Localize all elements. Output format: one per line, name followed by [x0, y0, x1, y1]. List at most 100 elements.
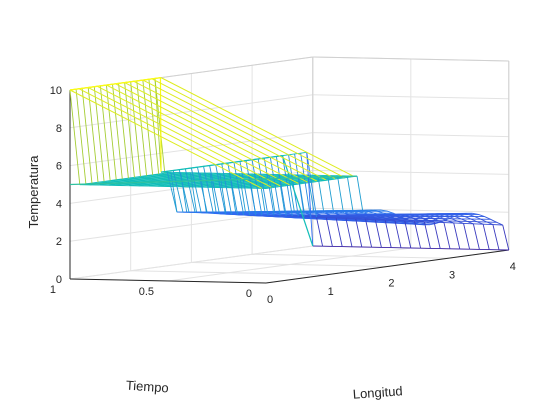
z-tick-label: 4 — [56, 198, 62, 210]
mesh-line — [282, 154, 289, 157]
mesh-line — [257, 158, 269, 216]
y-tick-label: 0 — [246, 288, 252, 300]
mesh-line — [81, 88, 93, 184]
initial-profile-line — [191, 163, 222, 169]
curtain-base — [69, 175, 358, 186]
mesh-line — [69, 89, 81, 185]
mesh-line — [356, 176, 364, 214]
curtain-line — [115, 83, 308, 183]
mesh-line — [221, 163, 232, 215]
mesh-line — [345, 218, 353, 247]
x-tick-label: 2 — [388, 278, 394, 290]
initial-profile-line — [252, 155, 283, 161]
mesh-line — [365, 219, 373, 248]
z-tick-label: 10 — [50, 85, 62, 97]
mesh-line — [110, 179, 117, 182]
mesh-line — [122, 177, 129, 180]
mesh-line — [306, 152, 314, 247]
mesh-line — [288, 153, 295, 156]
mesh-line — [134, 176, 141, 178]
mesh-line — [209, 173, 217, 213]
back-wall-grid-z — [69, 245, 313, 280]
mesh-line — [263, 158, 275, 216]
initial-profile-line — [160, 167, 192, 173]
z-tick-label: 8 — [56, 123, 62, 135]
mesh-line — [178, 169, 190, 213]
curtain-line — [124, 82, 317, 182]
mesh-line — [142, 80, 154, 175]
mesh-line — [463, 223, 471, 250]
mesh-line — [258, 174, 266, 213]
mesh-line — [306, 152, 317, 218]
z-tick-label: 2 — [56, 236, 62, 248]
mesh-line — [239, 161, 251, 216]
mesh-line — [172, 170, 184, 213]
mesh-line — [197, 167, 208, 214]
z-axis-label: Temperatura — [26, 155, 41, 229]
x-tick-label: 3 — [449, 269, 455, 281]
curtain-line — [87, 87, 281, 187]
mesh-line — [112, 84, 123, 179]
mesh-line — [166, 171, 178, 213]
mesh-line — [93, 86, 105, 182]
y-tick-label: 0.5 — [139, 286, 154, 298]
curtain-line — [142, 79, 336, 179]
mesh-line — [300, 153, 311, 218]
mesh-line — [423, 221, 431, 249]
side-wall-grid-z — [312, 94, 509, 100]
mesh-line — [233, 162, 245, 215]
mesh-line — [75, 89, 87, 184]
curtain-line — [78, 88, 272, 188]
curtain-line — [151, 78, 345, 178]
mesh-line — [136, 80, 148, 176]
mesh-line — [104, 180, 111, 182]
mesh-line — [190, 167, 202, 213]
z-tick-label: 0 — [56, 274, 62, 286]
back-wall-grid-z — [69, 132, 313, 167]
side-wall-grid-z — [312, 132, 509, 138]
mesh-line — [335, 218, 343, 247]
mesh-line — [374, 219, 382, 248]
mesh-line — [87, 87, 99, 183]
mesh-line — [97, 180, 105, 183]
mesh-surface — [69, 77, 510, 251]
mesh-line — [215, 164, 226, 215]
mesh-line — [239, 173, 246, 213]
mesh-line — [502, 224, 510, 251]
curtain-line — [160, 77, 354, 177]
mesh-line — [472, 223, 480, 250]
mesh-line — [184, 168, 196, 213]
mesh-line — [346, 175, 354, 214]
mesh-line — [327, 175, 335, 214]
mesh-line — [209, 165, 220, 214]
mesh-line — [118, 83, 129, 179]
x-tick-label: 1 — [328, 286, 334, 298]
mesh-line — [105, 85, 117, 180]
side-wall-grid-z — [312, 169, 509, 175]
mesh-line — [190, 172, 197, 213]
mesh-line — [453, 222, 461, 250]
y-axis-label: Tiempo — [125, 378, 169, 396]
mesh-line — [170, 172, 178, 213]
mesh-line — [492, 224, 500, 250]
side-wall-grid-z — [312, 207, 509, 213]
mesh-line — [300, 151, 307, 154]
mesh-line — [288, 154, 299, 217]
mesh-line — [130, 81, 141, 177]
mesh-line — [414, 221, 422, 249]
mesh-line — [227, 162, 239, 215]
mesh-line — [490, 218, 497, 223]
x-axis-line — [265, 249, 509, 284]
mesh-line — [275, 156, 287, 216]
back-wall-grid-z — [69, 207, 313, 242]
mesh-line — [128, 176, 135, 179]
mesh-line — [278, 174, 286, 213]
mesh-line — [154, 78, 166, 174]
initial-profile-line — [281, 155, 314, 247]
mesh-line — [203, 166, 214, 214]
y-tick-label: 1 — [50, 284, 56, 296]
x-tick-label: 4 — [510, 261, 516, 273]
mesh-line — [91, 181, 99, 184]
x-tick-label: 0 — [267, 294, 273, 306]
